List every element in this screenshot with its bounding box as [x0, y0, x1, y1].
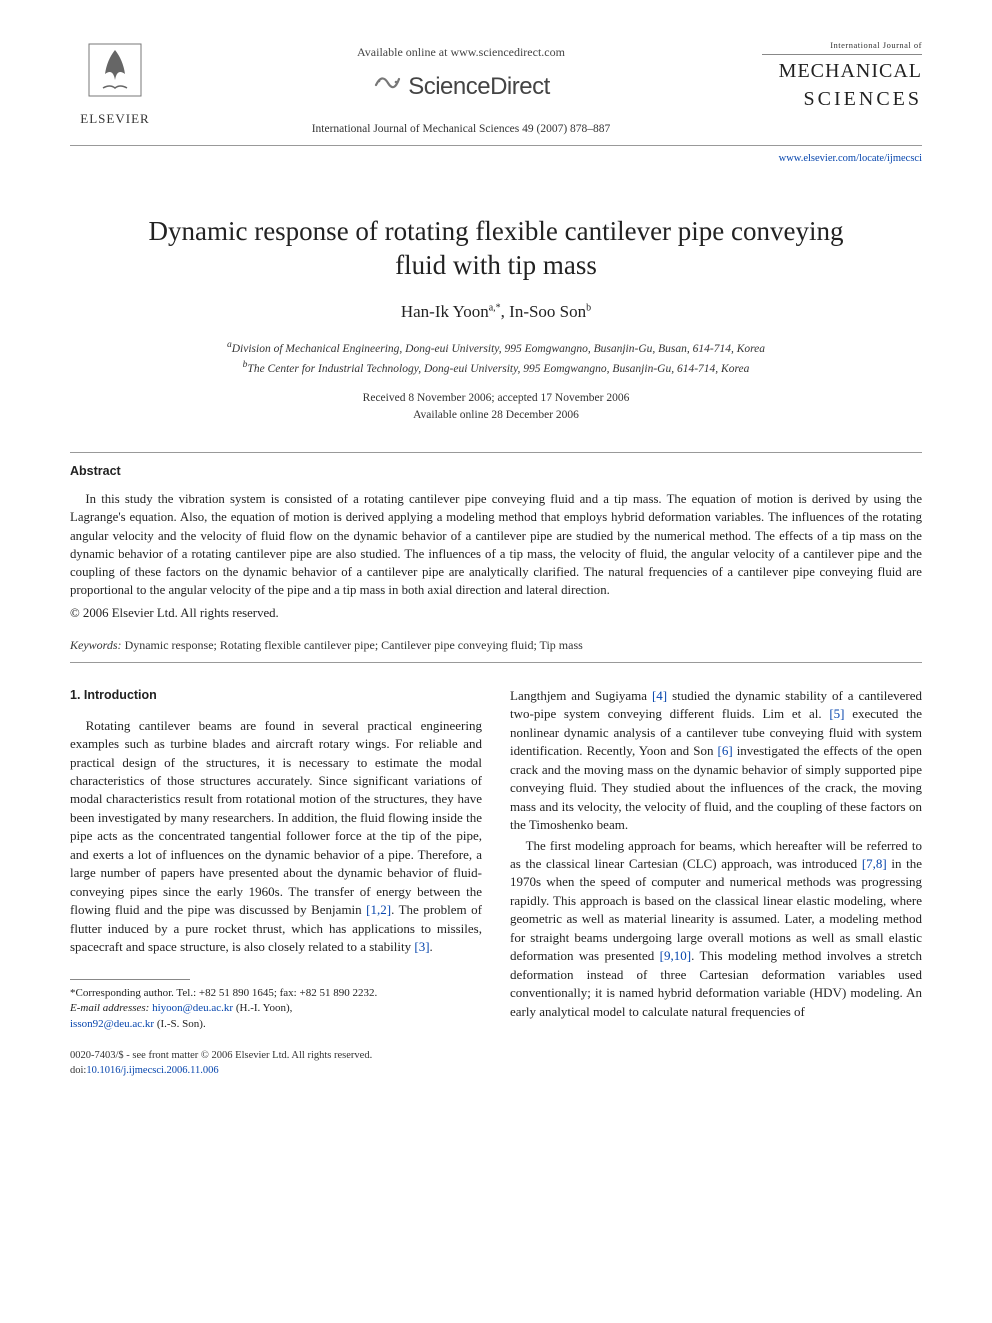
- available-online-text: Available online at www.sciencedirect.co…: [160, 44, 762, 61]
- intro-right-p2: The first modeling approach for beams, w…: [510, 837, 922, 1022]
- footnotes: *Corresponding author. Tel.: +82 51 890 …: [70, 986, 482, 1034]
- affiliation-a: Division of Mechanical Engineering, Dong…: [232, 343, 765, 355]
- intro-columns: 1. Introduction Rotating cantilever beam…: [70, 687, 922, 1033]
- doi-label: doi:: [70, 1065, 86, 1076]
- email-2[interactable]: isson92@deu.ac.kr: [70, 1018, 154, 1030]
- footnote-separator: [70, 979, 190, 980]
- intro-left-p1: Rotating cantilever beams are found in s…: [70, 717, 482, 957]
- journal-title-block: International Journal of MECHANICAL SCIE…: [762, 40, 922, 113]
- header-center: Available online at www.sciencedirect.co…: [160, 40, 762, 137]
- keywords: Keywords: Dynamic response; Rotating fle…: [70, 637, 922, 654]
- ref-3[interactable]: [3]: [414, 939, 429, 954]
- page-footer: 0020-7403/$ - see front matter © 2006 El…: [70, 1049, 922, 1078]
- journal-reference: International Journal of Mechanical Scie…: [160, 121, 762, 137]
- article-dates: Received 8 November 2006; accepted 17 No…: [70, 390, 922, 423]
- journal-url-text: www.elsevier.com/locate/ijmecsci: [779, 153, 922, 164]
- email-1[interactable]: hiyoon@deu.ac.kr: [152, 1002, 233, 1014]
- article-title: Dynamic response of rotating flexible ca…: [130, 215, 862, 283]
- received-accepted: Received 8 November 2006; accepted 17 No…: [363, 392, 630, 404]
- doi-link[interactable]: 10.1016/j.ijmecsci.2006.11.006: [86, 1065, 218, 1076]
- email-label: E-mail addresses:: [70, 1002, 149, 1014]
- intro-right-p1: Langthjem and Sugiyama [4] studied the d…: [510, 687, 922, 835]
- ref-4[interactable]: [4]: [652, 688, 667, 703]
- sciencedirect-icon: [372, 67, 402, 107]
- abstract-body: In this study the vibration system is co…: [70, 490, 922, 599]
- available-online-date: Available online 28 December 2006: [413, 409, 579, 421]
- journal-sci-word: SCIENCES: [762, 85, 922, 113]
- corresponding-author: *Corresponding author. Tel.: +82 51 890 …: [70, 986, 482, 1002]
- journal-mech-word: MECHANICAL: [762, 57, 922, 85]
- page-header: ELSEVIER Available online at www.science…: [70, 40, 922, 146]
- keywords-text: Dynamic response; Rotating flexible cant…: [122, 638, 583, 652]
- ref-9-10[interactable]: [9,10]: [660, 948, 691, 963]
- ref-7-8[interactable]: [7,8]: [862, 856, 887, 871]
- rule-above-abstract: [70, 452, 922, 453]
- elsevier-label: ELSEVIER: [70, 110, 160, 128]
- keywords-label: Keywords:: [70, 638, 122, 652]
- affiliation-b: The Center for Industrial Technology, Do…: [247, 363, 749, 375]
- abstract-heading: Abstract: [70, 463, 922, 481]
- rule-below-keywords: [70, 662, 922, 663]
- sciencedirect-word: ScienceDirect: [408, 70, 550, 104]
- ref-5[interactable]: [5]: [829, 706, 844, 721]
- ref-6[interactable]: [6]: [717, 743, 732, 758]
- journal-url[interactable]: www.elsevier.com/locate/ijmecsci: [70, 152, 922, 167]
- ref-1-2[interactable]: [1,2]: [366, 902, 391, 917]
- sciencedirect-brand: ScienceDirect: [372, 67, 550, 107]
- email-1-name: (H.-I. Yoon),: [233, 1002, 292, 1014]
- intro-heading: 1. Introduction: [70, 687, 482, 705]
- journal-top-line: International Journal of: [762, 40, 922, 55]
- abstract-copyright: © 2006 Elsevier Ltd. All rights reserved…: [70, 605, 922, 623]
- footer-front-matter: 0020-7403/$ - see front matter © 2006 El…: [70, 1049, 922, 1064]
- elsevier-logo: ELSEVIER: [70, 40, 160, 128]
- email-2-name: (I.-S. Son).: [154, 1018, 206, 1030]
- affiliations: aDivision of Mechanical Engineering, Don…: [70, 338, 922, 378]
- left-column: 1. Introduction Rotating cantilever beam…: [70, 687, 482, 1033]
- elsevier-tree-icon: [70, 40, 160, 108]
- authors: Han-Ik Yoona,*, In-Soo Sonb: [70, 300, 922, 324]
- right-column: Langthjem and Sugiyama [4] studied the d…: [510, 687, 922, 1033]
